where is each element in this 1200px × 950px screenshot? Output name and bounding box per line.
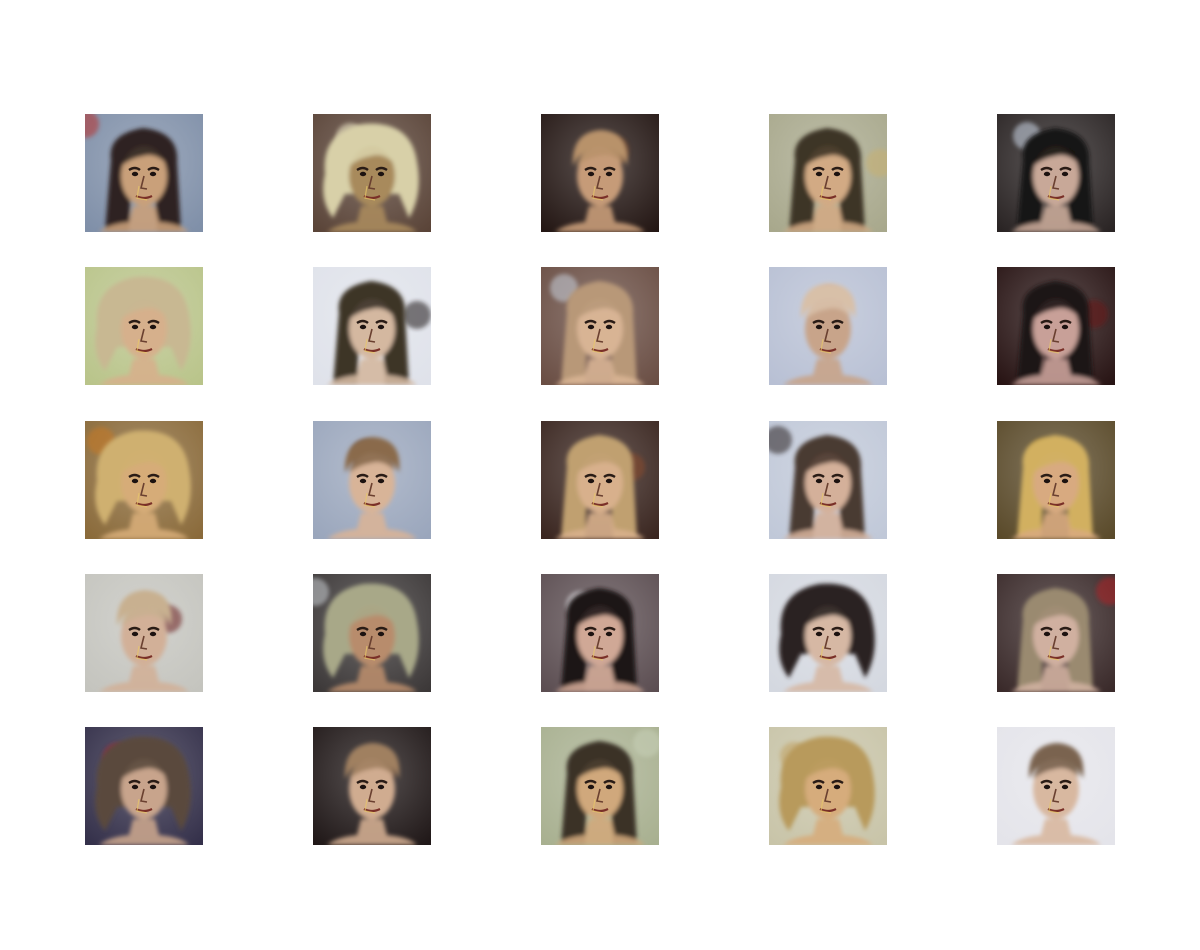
face-sample-r4-c1 <box>85 574 203 692</box>
face-sample-r2-c1 <box>85 267 203 385</box>
face-sample-r5-c5 <box>997 727 1115 845</box>
face-sample-r3-c5 <box>997 421 1115 539</box>
face-sample-r5-c2 <box>313 727 431 845</box>
face-sample-r1-c2 <box>313 114 431 232</box>
face-sample-r4-c5 <box>997 574 1115 692</box>
face-sample-r2-c3 <box>541 267 659 385</box>
face-sample-r3-c2 <box>313 421 431 539</box>
face-sample-r3-c4 <box>769 421 887 539</box>
face-sample-r1-c1 <box>85 114 203 232</box>
face-sample-r1-c5 <box>997 114 1115 232</box>
face-sample-r5-c3 <box>541 727 659 845</box>
face-sample-r2-c2 <box>313 267 431 385</box>
face-sample-r3-c1 <box>85 421 203 539</box>
face-sample-r4-c3 <box>541 574 659 692</box>
face-sample-r1-c4 <box>769 114 887 232</box>
face-sample-r1-c3 <box>541 114 659 232</box>
face-sample-r4-c4 <box>769 574 887 692</box>
face-sample-r5-c4 <box>769 727 887 845</box>
face-sample-r4-c2 <box>313 574 431 692</box>
face-sample-r2-c4 <box>769 267 887 385</box>
face-sample-r3-c3 <box>541 421 659 539</box>
face-sample-r2-c5 <box>997 267 1115 385</box>
face-sample-r5-c1 <box>85 727 203 845</box>
